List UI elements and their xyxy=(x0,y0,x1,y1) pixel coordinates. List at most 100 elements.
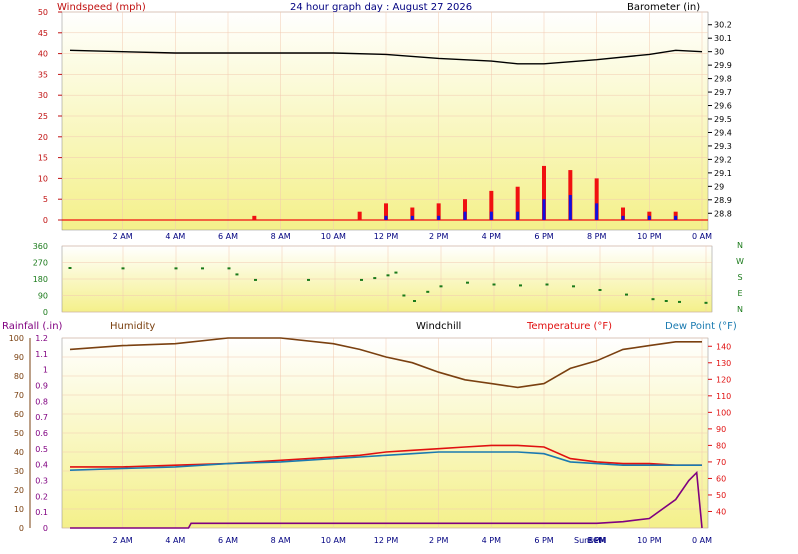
direction-point xyxy=(625,293,628,296)
direction-panel-grid xyxy=(62,245,712,313)
direction-tick-label: 180 xyxy=(33,275,48,284)
wind-series xyxy=(62,49,708,221)
barometer-tick-label: 29.5 xyxy=(714,115,732,124)
wind-avg-bar xyxy=(516,211,520,220)
direction-point xyxy=(704,301,708,304)
humidity-tick-label: 90 xyxy=(14,353,24,362)
humidity-tick-label: 50 xyxy=(14,429,24,438)
wind-avg-bar xyxy=(647,215,651,220)
windspeed-label: Windspeed (mph) xyxy=(57,2,146,13)
temperature-tick-label: 120 xyxy=(716,375,731,384)
direction-point xyxy=(373,277,377,280)
barometer-label: Barometer (in) xyxy=(627,2,700,13)
rain-tick-label: 0.8 xyxy=(35,397,48,406)
direction-point xyxy=(235,273,239,276)
humidity-tick-label: 30 xyxy=(14,467,24,476)
wind-avg-bar xyxy=(463,211,467,220)
temperature-tick-label: 80 xyxy=(716,441,726,450)
direction-tick-label: 90 xyxy=(38,292,48,301)
wind-gust-bar xyxy=(463,199,467,220)
rain-tick-label: 0 xyxy=(43,524,48,533)
wind-gust-bar xyxy=(252,215,257,220)
barometer-tick-label: 29.9 xyxy=(714,61,732,70)
windspeed-tick-label: 5 xyxy=(43,195,48,204)
sun-label-1: ECM xyxy=(588,536,606,545)
temperature-tick-label: 90 xyxy=(716,425,726,434)
direction-axis: 360 270 180 90 0 xyxy=(33,242,48,317)
barometer-axis: 30.2 30.1 30 29.9 29.8 29.7 29.6 29.5 29.4 29.3 29… xyxy=(708,21,732,218)
temperature-tick-label: 110 xyxy=(716,392,731,401)
direction-point xyxy=(360,278,363,281)
temperature-axis: 140 130 120 110 100 90 80 70 60 50 40 xyxy=(708,342,731,516)
humidity-tick-label: 100 xyxy=(9,334,24,343)
direction-point xyxy=(386,274,390,277)
direction-point xyxy=(545,283,549,286)
rain-tick-label: 0.1 xyxy=(35,508,48,517)
time-tick-label: 10 PM xyxy=(637,232,662,241)
direction-point xyxy=(492,283,496,286)
barometer-line xyxy=(69,49,703,65)
dewpoint-label: Dew Point (°F) xyxy=(665,321,737,332)
compass-label: S xyxy=(737,273,742,282)
time-tick-label: 4 AM xyxy=(165,536,185,545)
temperature-tick-label: 70 xyxy=(716,458,726,467)
time-tick-label: 6 AM xyxy=(218,536,238,545)
wind-avg-bar xyxy=(568,195,572,220)
wind-gust-bar xyxy=(542,165,546,220)
direction-point xyxy=(426,290,430,293)
rain-tick-label: 0.6 xyxy=(35,429,48,438)
compass-label: E xyxy=(737,289,742,298)
wind-avg-bar xyxy=(410,215,414,220)
time-tick-label: 12 PM xyxy=(374,536,399,545)
wind-avg-bar xyxy=(542,199,546,220)
humidity-tick-label: 0 xyxy=(19,524,24,533)
rain-tick-label: 0.7 xyxy=(35,413,48,422)
time-tick-label: 8 AM xyxy=(271,232,291,241)
direction-point xyxy=(413,300,416,302)
windspeed-tick-label: 0 xyxy=(43,216,48,225)
time-tick-label: 2 AM xyxy=(113,232,133,241)
time-tick-label: 0 AM xyxy=(692,232,712,241)
windspeed-tick-label: 25 xyxy=(38,112,48,121)
rain-tick-label: 0.3 xyxy=(35,477,48,486)
windspeed-tick-label: 20 xyxy=(38,133,48,142)
wind-gust-bar xyxy=(515,186,520,220)
temperature-tick-label: 60 xyxy=(716,474,726,483)
compass-label: N xyxy=(737,305,743,314)
time-tick-label: 4 PM xyxy=(482,536,501,545)
barometer-tick-label: 30 xyxy=(714,48,724,57)
time-tick-label: 6 AM xyxy=(218,232,238,241)
rain-tick-label: 0.9 xyxy=(35,382,48,391)
direction-point xyxy=(664,300,668,302)
barometer-tick-label: 29.4 xyxy=(714,128,732,137)
rain-tick-label: 1 xyxy=(43,366,48,375)
wind-time-axis: 2 AM 4 AM 6 AM 8 AM 10 AM 12 PM 2 PM 4 PM 6 PM 8 … xyxy=(113,232,712,241)
time-tick-label: 8 AM xyxy=(271,536,291,545)
direction-point xyxy=(439,285,443,288)
time-tick-label: 6 PM xyxy=(534,232,553,241)
compass-label: W xyxy=(736,257,744,266)
wind-gust-bar xyxy=(594,178,599,220)
direction-point xyxy=(68,267,72,269)
time-tick-label: 8 PM xyxy=(587,536,606,545)
rain-tick-label: 0.4 xyxy=(35,461,48,470)
humidity-label: Humidity xyxy=(110,321,155,332)
humidity-tick-label: 20 xyxy=(14,486,24,495)
time-tick-label: 6 PM xyxy=(534,536,553,545)
barometer-tick-label: 29.3 xyxy=(714,142,732,151)
windspeed-tick-label: 45 xyxy=(38,29,48,38)
wind-avg-bar xyxy=(674,215,678,220)
compass-label: N xyxy=(737,241,743,250)
windchill-label: Windchill xyxy=(416,321,461,332)
wind-avg-bar xyxy=(384,215,388,220)
barometer-tick-label: 29.1 xyxy=(714,169,732,178)
direction-point xyxy=(254,278,257,281)
wind-avg-bar xyxy=(595,203,599,220)
barometer-tick-label: 29 xyxy=(714,182,724,191)
direction-point xyxy=(121,267,125,270)
time-tick-label: 10 AM xyxy=(321,232,346,241)
direction-series xyxy=(68,267,708,304)
time-tick-label: 12 PM xyxy=(374,232,399,241)
